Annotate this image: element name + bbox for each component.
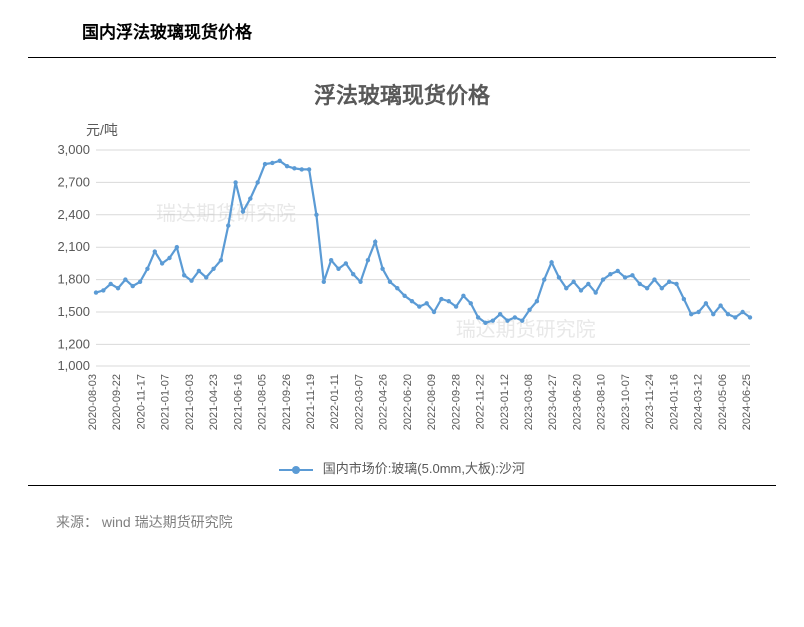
- svg-text:2021-09-26: 2021-09-26: [281, 374, 293, 430]
- svg-text:2,700: 2,700: [57, 174, 90, 189]
- svg-text:2022-03-07: 2022-03-07: [353, 374, 365, 430]
- section-title: 国内浮法玻璃现货价格: [28, 0, 776, 58]
- legend-label: 国内市场价:玻璃(5.0mm,大板):沙河: [323, 461, 525, 476]
- source-footer: 来源： wind 瑞达期货研究院: [28, 485, 776, 532]
- svg-text:1,000: 1,000: [57, 358, 90, 373]
- y-axis-unit: 元/吨: [86, 120, 776, 140]
- svg-text:2024-05-06: 2024-05-06: [717, 374, 729, 430]
- svg-text:瑞达期货研究院: 瑞达期货研究院: [456, 318, 596, 341]
- svg-text:2021-08-05: 2021-08-05: [257, 374, 269, 430]
- svg-text:2024-01-16: 2024-01-16: [668, 374, 680, 430]
- svg-text:2022-04-26: 2022-04-26: [378, 374, 390, 430]
- svg-text:2022-11-22: 2022-11-22: [475, 374, 487, 429]
- svg-text:2021-04-23: 2021-04-23: [208, 374, 220, 430]
- chart-plot-area: 1,000 1,200 1,500 1,800 2,100 2,400 2,700 3,000…: [40, 144, 764, 444]
- svg-text:2024-03-12: 2024-03-12: [693, 374, 705, 430]
- svg-text:2021-01-07: 2021-01-07: [160, 374, 172, 430]
- svg-text:2024-06-25: 2024-06-25: [741, 374, 753, 430]
- chart-legend: 国内市场价:玻璃(5.0mm,大板):沙河: [28, 444, 776, 485]
- svg-text:1,800: 1,800: [57, 272, 90, 287]
- svg-text:2,100: 2,100: [57, 239, 90, 254]
- chart-title: 浮法玻璃现货价格: [28, 78, 776, 110]
- svg-text:2023-08-10: 2023-08-10: [596, 374, 608, 430]
- source-label: 来源：: [56, 514, 98, 530]
- chart-container: 浮法玻璃现货价格 元/吨 1,000 1,200 1,500 1,800 2,100 2,…: [28, 58, 776, 485]
- svg-text:2022-01-11: 2022-01-11: [329, 374, 341, 429]
- svg-text:2021-11-19: 2021-11-19: [305, 374, 317, 429]
- svg-text:2,400: 2,400: [57, 207, 90, 222]
- svg-text:2023-04-27: 2023-04-27: [547, 374, 559, 430]
- svg-text:1,500: 1,500: [57, 304, 90, 319]
- svg-text:2021-03-03: 2021-03-03: [184, 374, 196, 430]
- svg-text:2023-06-20: 2023-06-20: [571, 374, 583, 430]
- svg-text:2021-06-16: 2021-06-16: [232, 374, 244, 430]
- svg-text:瑞达期货研究院: 瑞达期货研究院: [156, 202, 296, 225]
- source-text: wind 瑞达期货研究院: [102, 514, 233, 530]
- svg-text:2022-06-20: 2022-06-20: [402, 374, 414, 430]
- svg-text:3,000: 3,000: [57, 144, 90, 157]
- svg-text:2023-01-12: 2023-01-12: [499, 374, 511, 430]
- svg-text:1,200: 1,200: [57, 336, 90, 351]
- svg-text:2022-08-09: 2022-08-09: [426, 374, 438, 430]
- svg-text:2023-10-07: 2023-10-07: [620, 374, 632, 430]
- svg-text:2022-09-28: 2022-09-28: [450, 374, 462, 430]
- svg-text:2023-11-24: 2023-11-24: [644, 374, 656, 429]
- svg-text:2020-09-22: 2020-09-22: [111, 374, 123, 430]
- svg-text:2020-11-17: 2020-11-17: [135, 374, 147, 429]
- svg-text:2023-03-08: 2023-03-08: [523, 374, 535, 430]
- svg-text:2020-08-03: 2020-08-03: [87, 374, 99, 430]
- chart-svg: 1,000 1,200 1,500 1,800 2,100 2,400 2,700 3,000…: [40, 144, 764, 444]
